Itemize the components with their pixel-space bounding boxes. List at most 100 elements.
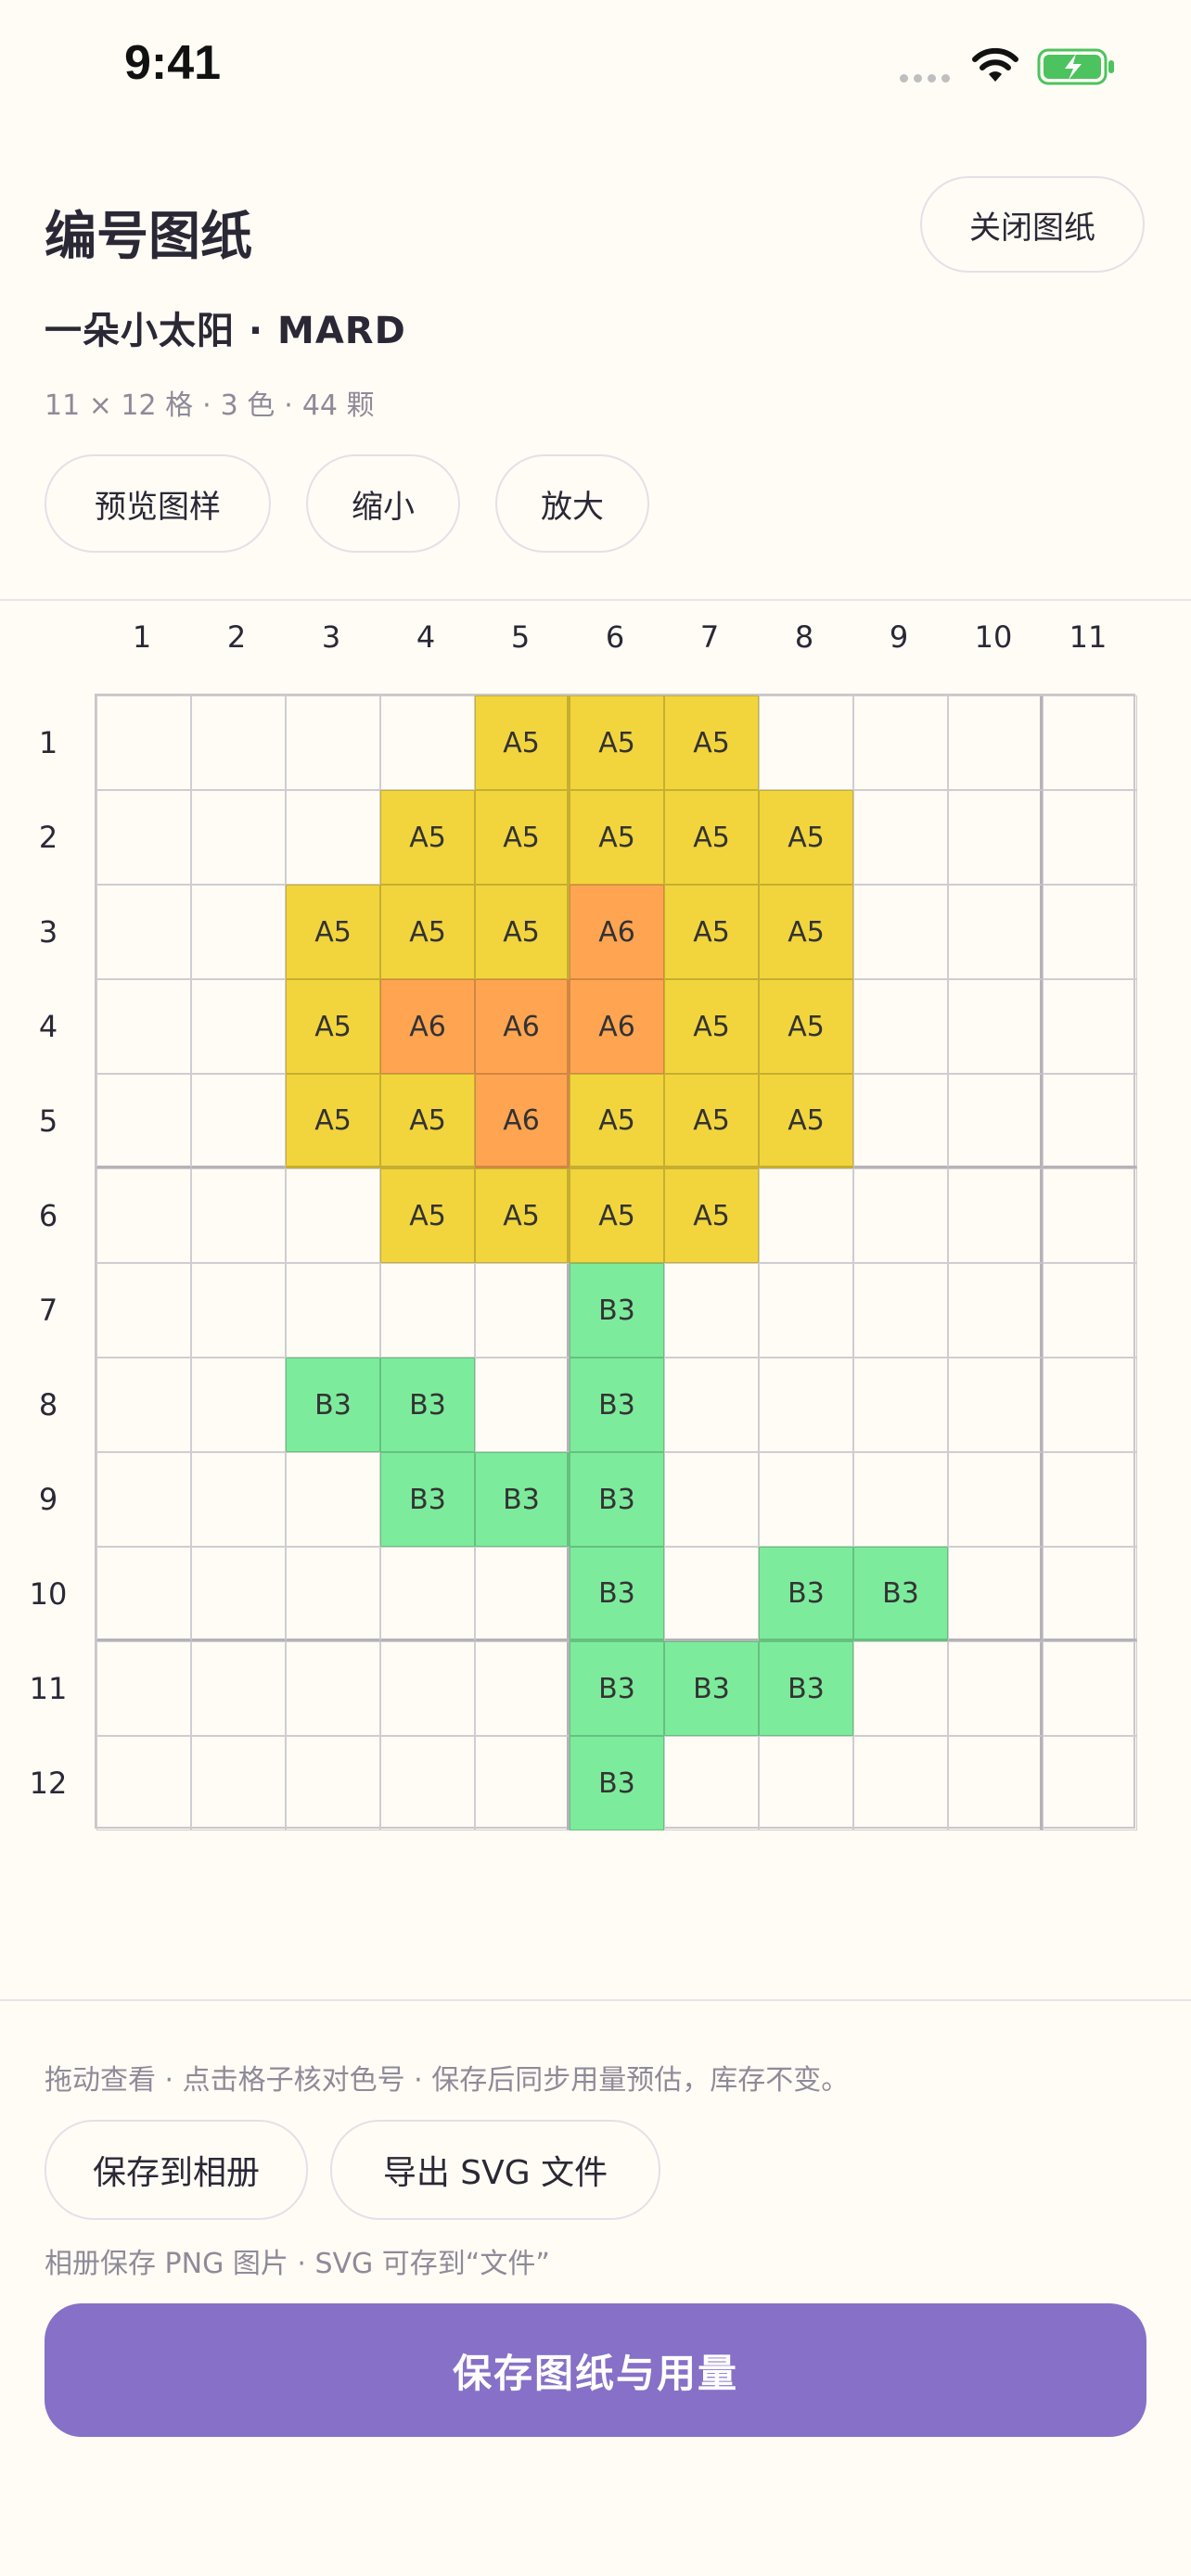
empty-cell[interactable] — [380, 1547, 475, 1641]
empty-cell[interactable] — [96, 695, 191, 790]
empty-cell[interactable] — [1043, 1168, 1137, 1263]
bead-cell[interactable]: B3 — [570, 1641, 664, 1736]
empty-cell[interactable] — [948, 1452, 1043, 1547]
empty-cell[interactable] — [948, 1547, 1043, 1641]
empty-cell[interactable] — [759, 1358, 853, 1452]
empty-cell[interactable] — [664, 1452, 759, 1547]
empty-cell[interactable] — [1043, 1452, 1137, 1547]
empty-cell[interactable] — [1043, 695, 1137, 790]
empty-cell[interactable] — [96, 1547, 191, 1641]
empty-cell[interactable] — [191, 979, 286, 1074]
empty-cell[interactable] — [1043, 1074, 1137, 1168]
empty-cell[interactable] — [475, 1641, 570, 1736]
bead-cell[interactable]: B3 — [380, 1358, 475, 1452]
bead-cell[interactable]: A5 — [570, 1074, 664, 1168]
bead-cell[interactable]: A5 — [286, 1074, 380, 1168]
zoom-in-button[interactable]: 放大 — [495, 454, 649, 553]
empty-cell[interactable] — [948, 1074, 1043, 1168]
empty-cell[interactable] — [948, 1263, 1043, 1358]
empty-cell[interactable] — [664, 1358, 759, 1452]
bead-cell[interactable]: A6 — [570, 885, 664, 979]
empty-cell[interactable] — [380, 1736, 475, 1830]
empty-cell[interactable] — [191, 1641, 286, 1736]
bead-cell[interactable]: A5 — [286, 885, 380, 979]
bead-cell[interactable]: A6 — [475, 1074, 570, 1168]
empty-cell[interactable] — [664, 1263, 759, 1358]
empty-cell[interactable] — [853, 790, 948, 885]
bead-cell[interactable]: B3 — [475, 1452, 570, 1547]
empty-cell[interactable] — [96, 979, 191, 1074]
bead-cell[interactable]: A5 — [475, 790, 570, 885]
export-svg-button[interactable]: 导出 SVG 文件 — [330, 2120, 660, 2220]
empty-cell[interactable] — [1043, 1358, 1137, 1452]
bead-cell[interactable]: B3 — [380, 1452, 475, 1547]
bead-cell[interactable]: A5 — [570, 695, 664, 790]
empty-cell[interactable] — [191, 1452, 286, 1547]
bead-cell[interactable]: B3 — [286, 1358, 380, 1452]
empty-cell[interactable] — [191, 1074, 286, 1168]
empty-cell[interactable] — [948, 1736, 1043, 1830]
empty-cell[interactable] — [286, 1168, 380, 1263]
empty-cell[interactable] — [948, 885, 1043, 979]
close-pattern-button[interactable]: 关闭图纸 — [920, 176, 1145, 273]
empty-cell[interactable] — [475, 1263, 570, 1358]
bead-cell[interactable]: A5 — [664, 885, 759, 979]
empty-cell[interactable] — [96, 1452, 191, 1547]
bead-cell[interactable]: A5 — [380, 1168, 475, 1263]
bead-cell[interactable]: A6 — [475, 979, 570, 1074]
empty-cell[interactable] — [1043, 1547, 1137, 1641]
empty-cell[interactable] — [191, 790, 286, 885]
empty-cell[interactable] — [380, 695, 475, 790]
bead-cell[interactable]: B3 — [570, 1547, 664, 1641]
empty-cell[interactable] — [948, 979, 1043, 1074]
empty-cell[interactable] — [853, 885, 948, 979]
empty-cell[interactable] — [1043, 1641, 1137, 1736]
bead-cell[interactable]: B3 — [759, 1641, 853, 1736]
empty-cell[interactable] — [191, 1547, 286, 1641]
empty-cell[interactable] — [286, 1641, 380, 1736]
bead-cell[interactable]: A5 — [475, 885, 570, 979]
bead-cell[interactable]: A5 — [570, 1168, 664, 1263]
empty-cell[interactable] — [286, 1452, 380, 1547]
empty-cell[interactable] — [948, 1641, 1043, 1736]
bead-cell[interactable]: A5 — [759, 1074, 853, 1168]
bead-cell[interactable]: A5 — [759, 979, 853, 1074]
bead-cell[interactable]: B3 — [664, 1641, 759, 1736]
save-pattern-and-usage-button[interactable]: 保存图纸与用量 — [45, 2303, 1146, 2437]
empty-cell[interactable] — [96, 1168, 191, 1263]
empty-cell[interactable] — [1043, 979, 1137, 1074]
empty-cell[interactable] — [1043, 1263, 1137, 1358]
empty-cell[interactable] — [96, 1641, 191, 1736]
preview-pattern-button[interactable]: 预览图样 — [45, 454, 271, 553]
empty-cell[interactable] — [853, 1736, 948, 1830]
bead-cell[interactable]: A5 — [475, 1168, 570, 1263]
empty-cell[interactable] — [948, 1358, 1043, 1452]
empty-cell[interactable] — [286, 1736, 380, 1830]
empty-cell[interactable] — [286, 790, 380, 885]
bead-cell[interactable]: A5 — [664, 1168, 759, 1263]
empty-cell[interactable] — [853, 979, 948, 1074]
empty-cell[interactable] — [475, 1736, 570, 1830]
bead-cell[interactable]: B3 — [570, 1358, 664, 1452]
empty-cell[interactable] — [1043, 885, 1137, 979]
bead-cell[interactable]: A5 — [664, 979, 759, 1074]
bead-cell[interactable]: A5 — [664, 790, 759, 885]
bead-cell[interactable]: A5 — [759, 885, 853, 979]
empty-cell[interactable] — [96, 790, 191, 885]
empty-cell[interactable] — [759, 695, 853, 790]
empty-cell[interactable] — [191, 1736, 286, 1830]
bead-cell[interactable]: A5 — [664, 695, 759, 790]
bead-cell[interactable]: A6 — [380, 979, 475, 1074]
empty-cell[interactable] — [96, 1263, 191, 1358]
empty-cell[interactable] — [191, 1263, 286, 1358]
empty-cell[interactable] — [759, 1452, 853, 1547]
empty-cell[interactable] — [853, 695, 948, 790]
empty-cell[interactable] — [286, 695, 380, 790]
empty-cell[interactable] — [759, 1168, 853, 1263]
bead-cell[interactable]: A5 — [380, 790, 475, 885]
empty-cell[interactable] — [380, 1263, 475, 1358]
empty-cell[interactable] — [948, 1168, 1043, 1263]
empty-cell[interactable] — [191, 1358, 286, 1452]
bead-cell[interactable]: A5 — [380, 1074, 475, 1168]
bead-cell[interactable]: B3 — [853, 1547, 948, 1641]
